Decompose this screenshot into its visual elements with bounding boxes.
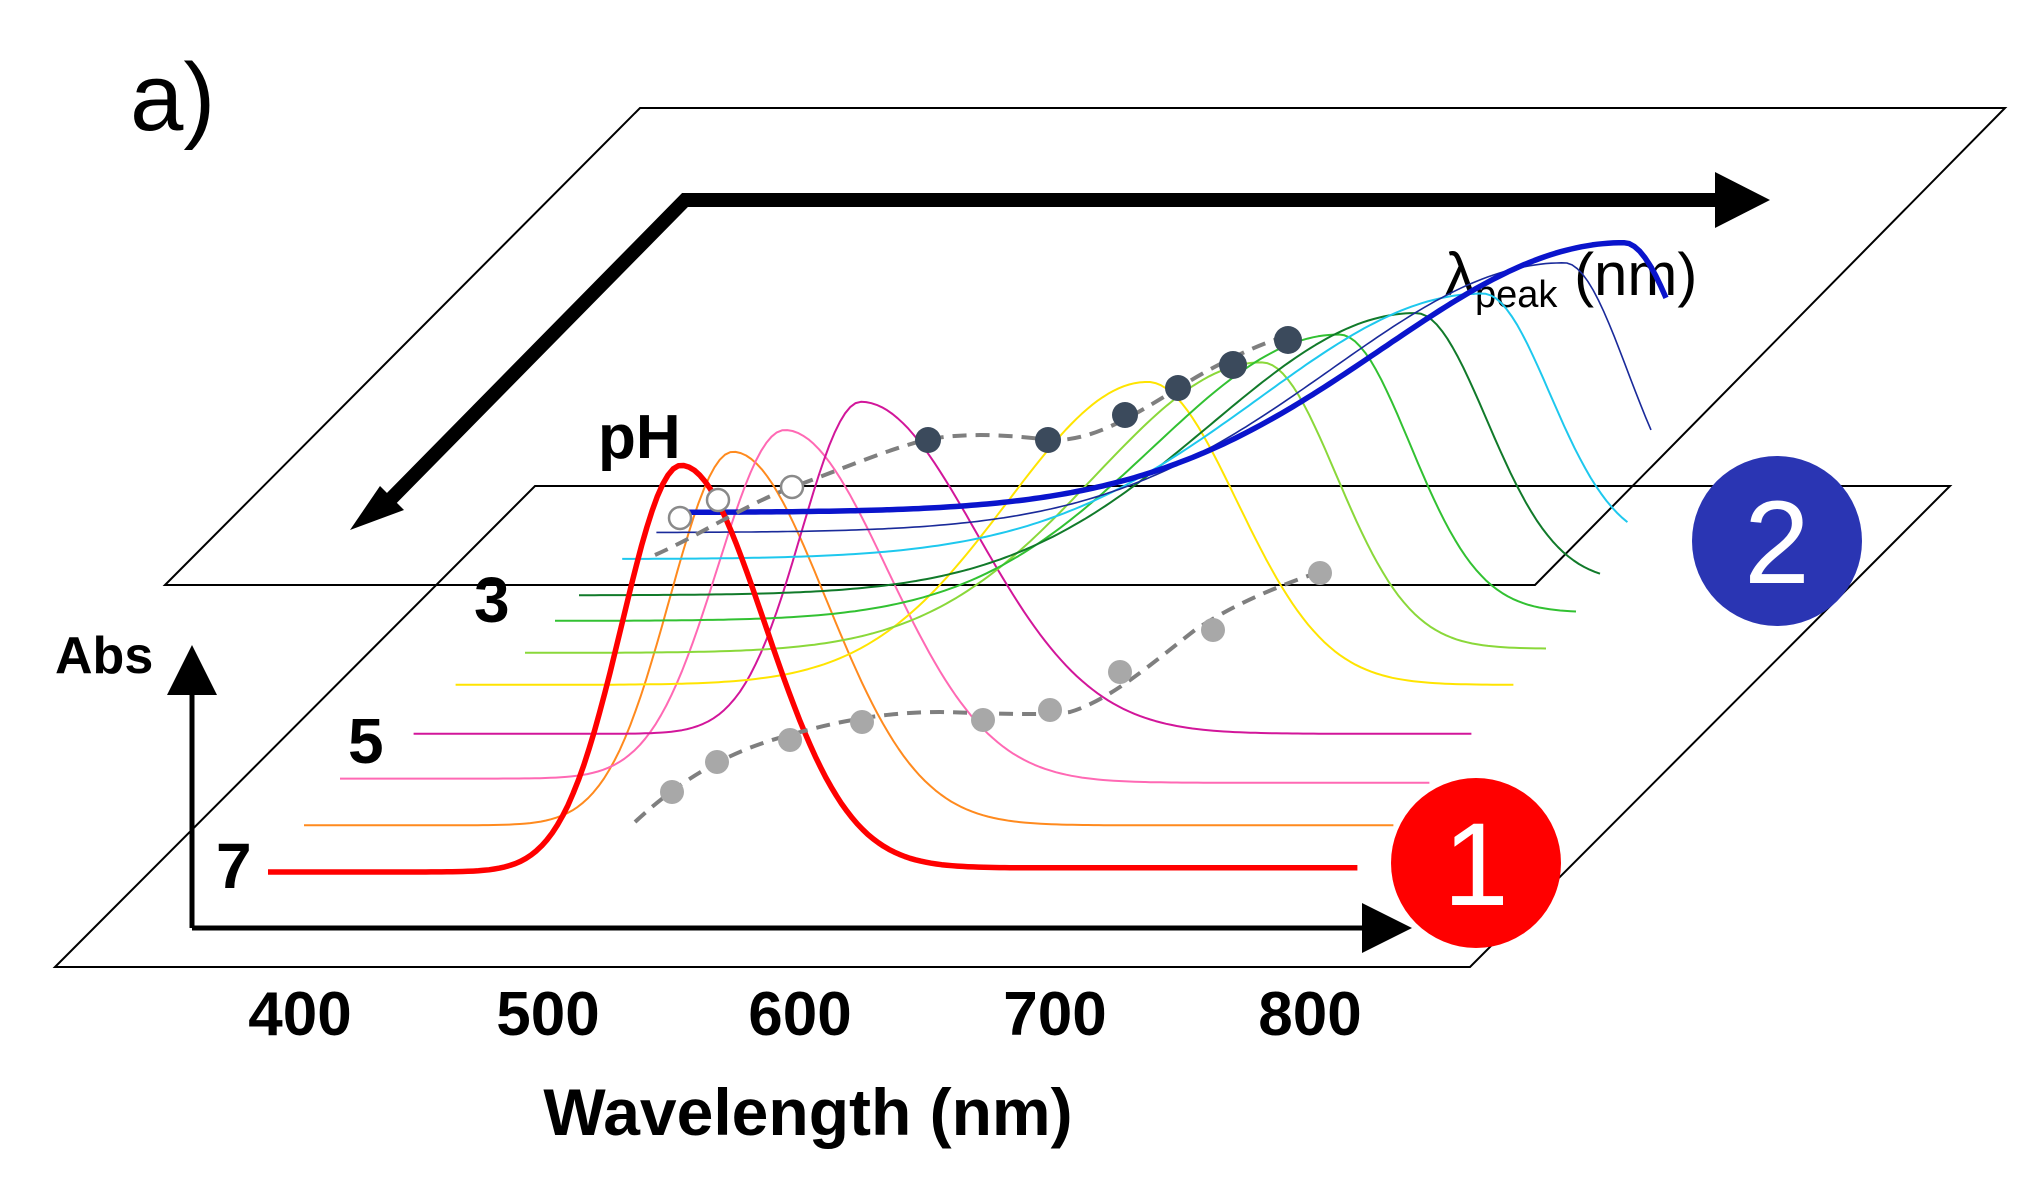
depth-tick-label: 5: [348, 705, 384, 777]
ph-arrow-head: [350, 486, 404, 530]
trend-point-front: [971, 708, 995, 732]
spectrum-line-pH-4_5: [455, 381, 1514, 686]
front-trend-line: [633, 568, 1326, 824]
badge-1-label: 1: [1443, 799, 1509, 931]
x-tick-label: 400: [248, 980, 351, 1049]
axes: [167, 645, 1412, 953]
spectra-curves: [268, 239, 1669, 875]
trend-point-front: [660, 780, 684, 804]
x-tick-label: 600: [748, 980, 851, 1049]
trend-point-back: [1165, 375, 1191, 401]
spectrum-line-pH-3_7: [555, 333, 1577, 622]
trend-point-back: [1112, 402, 1138, 428]
peak-arrow-head: [1715, 172, 1770, 228]
peak-axis-label: λpeak (nm): [1445, 241, 1697, 316]
spectrum-line-pH-5: [413, 400, 1472, 735]
trend-point-front: [1308, 561, 1332, 585]
badge-1-circle: [1391, 778, 1561, 948]
badge-2-circle: [1692, 456, 1862, 626]
badge-2: 2: [1692, 456, 1862, 626]
spectrum-line-pH-2_2: [656, 262, 1652, 534]
trend-point-back: [1035, 427, 1061, 453]
trend-point-open: [667, 505, 693, 531]
trend-point-front: [850, 710, 874, 734]
depth-tick-label: 3: [474, 564, 510, 636]
x-tick-label: 500: [496, 980, 599, 1049]
depth-tick-label: 7: [216, 830, 252, 902]
spectrum-line-pH-2: [671, 239, 1669, 516]
back-trend-line: [654, 333, 1291, 557]
peak-axis-label-unit: (nm): [1557, 241, 1697, 308]
x-tick-label: 800: [1258, 980, 1361, 1049]
y-axis-label: Abs: [55, 627, 153, 685]
trend-point-back: [1219, 351, 1247, 379]
trend-point-front: [705, 750, 729, 774]
spectrum-line-pH-6_5: [304, 450, 1394, 827]
x-axis-label: Wavelength (nm): [543, 1075, 1072, 1149]
badge-1: 1: [1391, 778, 1561, 948]
trend-point-front: [1201, 618, 1225, 642]
trend-point-back: [1274, 326, 1302, 354]
trend-point-open: [705, 487, 731, 513]
spectrum-line-pH-7: [268, 462, 1358, 875]
spectrum-line-pH-6: [340, 429, 1430, 784]
ph-peak-arrows: [350, 172, 1770, 530]
ph-axis-label: pH: [598, 403, 681, 472]
peak-arrow-shaft: [375, 193, 1715, 515]
panel-label: a): [130, 44, 215, 151]
trend-lines: [633, 326, 1332, 824]
x-tick-labels: 400 500 600 700 800: [248, 980, 1361, 1049]
trend-point-open: [779, 474, 805, 500]
bottom-plane: [52, 485, 1953, 968]
x-tick-label: 700: [1003, 980, 1106, 1049]
trend-point-front: [778, 728, 802, 752]
spectrum-line-pH-3: [579, 312, 1601, 597]
badge-2-label: 2: [1744, 477, 1810, 609]
top-plane: [162, 107, 2008, 586]
trend-point-front: [1108, 660, 1132, 684]
trend-point-front: [1038, 698, 1062, 722]
spectrum-line-pH-4: [525, 361, 1547, 654]
trend-point-back: [915, 427, 941, 453]
